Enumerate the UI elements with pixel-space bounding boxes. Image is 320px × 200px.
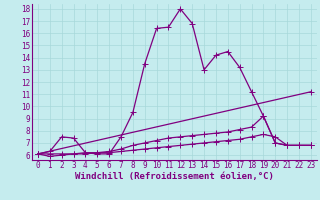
X-axis label: Windchill (Refroidissement éolien,°C): Windchill (Refroidissement éolien,°C) <box>75 172 274 181</box>
